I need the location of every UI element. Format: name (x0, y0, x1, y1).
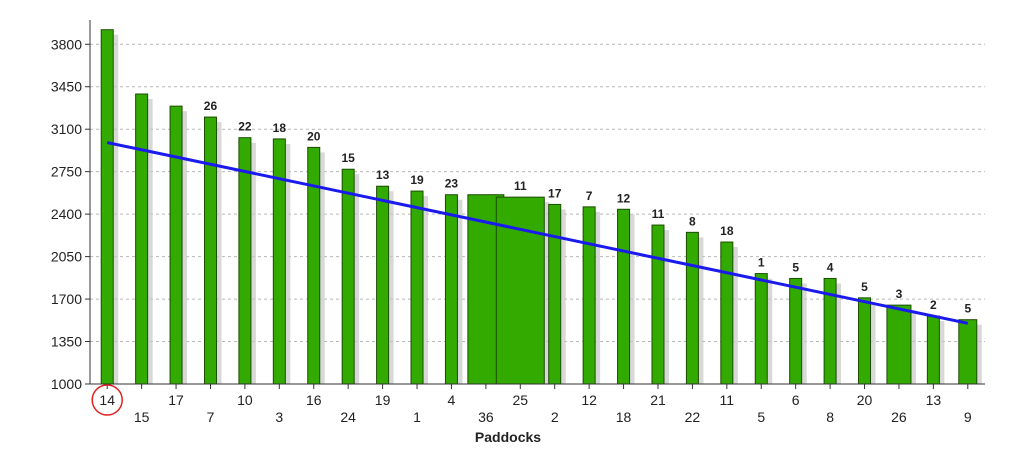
bars (100, 29, 978, 385)
bar-label: 15 (341, 151, 355, 165)
y-tick-label: 3450 (51, 79, 82, 95)
bar (203, 116, 217, 385)
bar (754, 273, 768, 385)
x-tick-label: 24 (340, 409, 356, 425)
bar-label: 1 (758, 256, 765, 270)
bar-label: 7 (586, 189, 593, 203)
bar-label: 3 (896, 287, 903, 301)
bar-label: 19 (410, 173, 424, 187)
bar (886, 304, 912, 385)
y-tick-label: 3800 (51, 36, 82, 52)
bar-label: 18 (720, 224, 734, 238)
bar (958, 319, 978, 385)
x-tick-label: 5 (757, 409, 765, 425)
bar (307, 146, 321, 385)
bar (685, 231, 699, 385)
x-tick-label: 36 (478, 409, 494, 425)
y-tick-label: 1350 (51, 334, 82, 350)
x-tick-label: 22 (685, 409, 701, 425)
x-tick-label: 16 (306, 392, 322, 408)
y-tick-label: 2400 (51, 206, 82, 222)
x-tick-label: 17 (168, 392, 184, 408)
bar (341, 168, 355, 385)
x-tick-label: 21 (650, 392, 666, 408)
bar-label: 5 (964, 302, 971, 316)
x-tick-label: 2 (551, 409, 559, 425)
bar (444, 194, 458, 385)
y-tick-labels: 1000 1350 1700 2050 2400 2750 3100 3450 3800 (51, 36, 82, 392)
x-tick-label: 13 (926, 392, 942, 408)
y-tick-label: 2050 (51, 249, 82, 265)
y-tick-label: 3100 (51, 121, 82, 137)
x-tick-label: 11 (720, 392, 735, 408)
bar (548, 203, 562, 385)
bar-label: 5 (792, 260, 799, 274)
bar-label: 22 (238, 120, 252, 134)
bar-label: 23 (445, 177, 459, 191)
bar-label: 13 (376, 168, 390, 182)
trend-line (106, 141, 969, 325)
bar (410, 190, 424, 385)
bar (789, 277, 803, 385)
x-tick-label: 8 (826, 409, 834, 425)
bar-label: 11 (514, 179, 527, 193)
bar (617, 208, 631, 385)
bar-label: 4 (827, 260, 834, 274)
bar (582, 206, 596, 385)
x-tick-label: 20 (857, 392, 873, 408)
x-tick-label: 1 (413, 409, 421, 425)
x-tick-label: 18 (616, 409, 632, 425)
bar (100, 29, 114, 385)
x-tick-label: 6 (792, 392, 800, 408)
x-tick-labels: 1415177103162419143625212182122115682026… (91, 384, 972, 425)
x-tick-label: 15 (134, 409, 150, 425)
bar-label: 8 (689, 214, 696, 228)
bar-label: 26 (204, 99, 218, 113)
bar (926, 315, 940, 385)
bar (169, 105, 183, 385)
x-axis-label: Paddocks (475, 429, 541, 445)
x-tick-label: 4 (448, 392, 456, 408)
y-tick-label: 2750 (51, 164, 82, 180)
bar (272, 138, 286, 385)
x-tick-label: 25 (512, 392, 528, 408)
x-tick-label: 19 (375, 392, 391, 408)
x-tick-label: 3 (275, 409, 283, 425)
bar-label: 11 (652, 207, 665, 221)
bar-label: 17 (548, 186, 562, 200)
bar-label: 2 (930, 298, 937, 312)
axes (85, 20, 985, 389)
trend-line-group (106, 141, 969, 325)
bar (858, 297, 872, 385)
x-tick-label: 9 (964, 409, 972, 425)
x-tick-label: 10 (237, 392, 253, 408)
bar-label: 12 (617, 191, 631, 205)
bar-label: 5 (861, 280, 868, 294)
highlight-circle (91, 384, 123, 416)
bar (135, 93, 149, 385)
x-tick-label: 7 (207, 409, 215, 425)
x-tick-label: 12 (581, 392, 597, 408)
x-tick-label: 26 (891, 409, 907, 425)
y-tick-label: 1000 (51, 376, 82, 392)
bar (720, 241, 734, 385)
bar-label: 18 (273, 121, 287, 135)
bar (651, 224, 665, 385)
x-tick-label: 14 (99, 392, 115, 408)
bar (238, 137, 252, 385)
y-tick-label: 1700 (51, 291, 82, 307)
bar (376, 185, 390, 385)
bar-label: 20 (307, 129, 321, 143)
